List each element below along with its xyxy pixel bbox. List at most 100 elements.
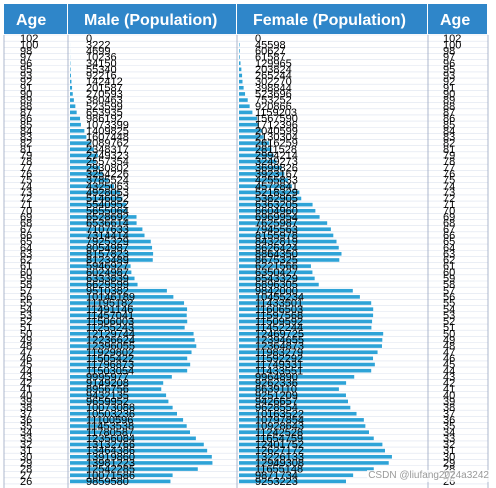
male-value-label: 7925329 xyxy=(86,236,129,248)
female-value-label: 2040599 xyxy=(255,125,298,137)
female-bar-84 xyxy=(239,129,263,133)
age-label-left: 46 xyxy=(20,353,32,365)
male-value-label: 6629599 xyxy=(86,279,129,291)
age-label-left: 34 xyxy=(20,427,32,439)
female-value-label: 9253223 xyxy=(255,476,298,488)
female-bar-95 xyxy=(239,67,242,72)
male-value-label: 11195182 xyxy=(86,298,133,310)
female-bar-73 xyxy=(239,190,300,195)
male-value-label: 12236624 xyxy=(86,335,135,347)
age-label-right: 38 xyxy=(443,402,455,414)
female-bar-40 xyxy=(239,393,346,398)
age-label-left: 71 xyxy=(20,199,32,211)
male-bar-46 xyxy=(70,356,188,361)
male-bar-53 xyxy=(70,313,187,318)
age-label-right: 45 xyxy=(443,359,455,371)
female-bar-72 xyxy=(239,196,302,201)
female-bar-91 xyxy=(239,85,244,90)
female-value-label: 2994214 xyxy=(255,150,298,162)
male-value-label: 5946927 xyxy=(86,261,129,273)
male-value-label: 4325063 xyxy=(86,181,129,193)
female-value-label: 2616259 xyxy=(255,138,298,150)
male-value-label: 5146052 xyxy=(86,193,129,205)
female-bar-61 xyxy=(239,264,311,268)
female-bar-81 xyxy=(239,147,272,152)
age-label-left: 55 xyxy=(20,298,32,310)
male-bar-91 xyxy=(70,85,73,90)
age-label-right: 81 xyxy=(443,144,455,156)
female-bar-49 xyxy=(239,338,383,342)
female-bar-100 xyxy=(239,42,240,47)
male-bar-34 xyxy=(70,430,191,434)
age-label-left: 39 xyxy=(20,396,32,408)
age-label-left: 68 xyxy=(20,218,32,230)
age-label-left: 44 xyxy=(20,365,32,377)
female-value-label: 10455234 xyxy=(255,291,304,303)
female-bar-28 xyxy=(239,467,374,471)
male-value-label: 11929802 xyxy=(86,347,134,359)
male-bar-26 xyxy=(70,479,171,484)
male-value-label: 11453538 xyxy=(86,421,134,433)
age-label-left: 95 xyxy=(20,64,32,76)
male-value-label: 6024987 xyxy=(86,267,129,279)
age-label-left: 53 xyxy=(20,310,32,322)
female-value-label: 12627172 xyxy=(255,445,304,457)
age-label-right: 48 xyxy=(443,341,455,353)
male-value-label: 12356084 xyxy=(86,433,135,445)
female-bar-55 xyxy=(239,301,372,305)
female-value-label: 11509592 xyxy=(255,316,303,328)
age-label-right: 42 xyxy=(443,378,455,390)
age-label-left: 85 xyxy=(20,119,32,131)
male-value-label: 11100596 xyxy=(86,414,133,426)
female-bar-45 xyxy=(239,362,375,367)
age-label-left: 49 xyxy=(20,335,32,347)
male-value-label: 380463 xyxy=(86,95,123,107)
age-label-right: 85 xyxy=(443,119,455,131)
female-bar-41 xyxy=(239,387,339,391)
male-value-label: 13919860 xyxy=(86,451,135,463)
male-bar-72 xyxy=(70,196,123,201)
age-label-left: 76 xyxy=(20,168,32,180)
male-bar-64 xyxy=(70,245,153,250)
age-label-right: 68 xyxy=(443,218,455,230)
male-value-label: 12542285 xyxy=(86,464,135,476)
female-value-label: 6969954 xyxy=(255,212,298,224)
male-value-label: 2089762 xyxy=(86,138,129,150)
female-value-label: 11749331 xyxy=(255,359,303,371)
female-value-label: 11654759 xyxy=(255,433,303,445)
male-bar-42 xyxy=(70,381,164,385)
female-value-label: 9964890 xyxy=(255,371,298,383)
male-bar-29 xyxy=(70,461,213,465)
male-bar-57 xyxy=(70,288,167,293)
female-value-label: 5218329 xyxy=(255,187,298,199)
female-value-label: 1159203 xyxy=(255,107,297,119)
age-label-right: 97 xyxy=(443,52,455,64)
age-label-right: 71 xyxy=(443,199,455,211)
female-value-label: 203824 xyxy=(255,64,292,76)
female-value-label: 11597568 xyxy=(255,310,303,322)
male-bar-73 xyxy=(70,190,121,195)
male-bar-77 xyxy=(70,165,100,170)
female-bar-69 xyxy=(239,215,320,219)
male-bar-58 xyxy=(70,282,138,287)
female-value-label: 398844 xyxy=(255,82,292,94)
male-bar-83 xyxy=(70,135,87,139)
age-label-right: 56 xyxy=(443,291,455,303)
male-bar-48 xyxy=(70,344,197,348)
male-bar-71 xyxy=(70,202,127,207)
female-value-label: 60627 xyxy=(255,45,286,57)
male-value-label: 1409825 xyxy=(86,125,129,137)
female-value-label: 11606503 xyxy=(255,304,303,316)
age-label-right: 93 xyxy=(443,70,455,82)
age-label-left: 61 xyxy=(20,261,32,273)
age-label-right: 51 xyxy=(443,322,455,334)
male-value-label: 0 xyxy=(86,33,92,45)
male-bar-86 xyxy=(70,116,81,121)
header-label-1: Male (Population) xyxy=(84,12,217,29)
male-bar-74 xyxy=(70,184,115,188)
female-bar-85 xyxy=(239,122,259,127)
male-value-label: 9859580 xyxy=(86,476,129,488)
age-label-right: 82 xyxy=(443,138,455,150)
male-value-label: 9995977 xyxy=(86,371,129,383)
female-value-label: 0 xyxy=(255,33,261,45)
